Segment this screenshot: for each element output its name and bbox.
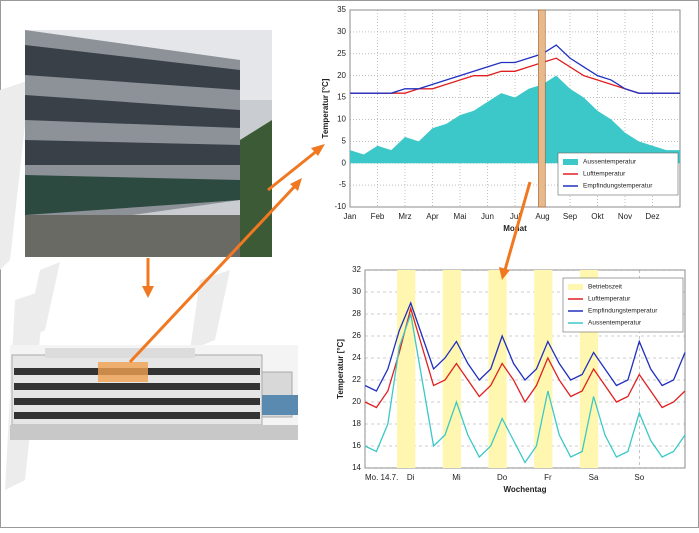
legend-label: Aussentemperatur: [583, 159, 637, 166]
legend-swatch: [563, 159, 578, 165]
y-tick-label: 0: [342, 158, 347, 167]
operating-band: [397, 270, 415, 468]
y-tick-label: 14: [352, 463, 361, 472]
x-tick-label: Mai: [454, 212, 467, 221]
x-tick-label: Aug: [535, 212, 549, 221]
y-axis-label: Temperatur [°C]: [336, 339, 345, 399]
legend: Betriebszeit Lufttemperatur Empfindungstem…: [563, 278, 683, 332]
y-tick-label: 18: [352, 419, 361, 428]
legend-label: Empfindungstemperatur: [583, 183, 653, 190]
y-tick-label: 32: [352, 265, 361, 274]
legend-swatch: [568, 284, 583, 290]
legend-label: Aussentemperatur: [588, 320, 642, 327]
y-tick-label: 5: [342, 136, 347, 145]
y-tick-label: 28: [352, 309, 361, 318]
x-tick-label: Mo. 14.7.: [365, 473, 398, 482]
y-tick-label: 24: [352, 353, 361, 362]
x-tick-label: Sep: [563, 212, 578, 221]
x-tick-label: Feb: [371, 212, 385, 221]
legend-label: Lufttemperatur: [583, 171, 626, 178]
building-photo: [25, 30, 272, 257]
x-tick-label: Fr: [544, 473, 552, 482]
y-tick-label: 30: [337, 27, 346, 36]
x-tick-label: Di: [407, 473, 415, 482]
x-tick-label: Mi: [452, 473, 461, 482]
legend-label: Lufttemperatur: [588, 296, 631, 303]
x-tick-label: Do: [497, 473, 508, 482]
x-tick-label: Dez: [645, 212, 659, 221]
legend: Aussentemperatur Lufttemperatur Empfindung…: [558, 153, 678, 195]
y-tick-label: -5: [339, 180, 347, 189]
x-tick-label: Okt: [591, 212, 604, 221]
y-tick-label: 25: [337, 49, 346, 58]
x-tick-label: So: [634, 473, 644, 482]
y-tick-label: 20: [352, 397, 361, 406]
x-tick-label: Mrz: [398, 212, 411, 221]
y-tick-label: 16: [352, 441, 361, 450]
y-tick-label: 30: [352, 287, 361, 296]
x-tick-label: Nov: [618, 212, 632, 221]
building-render: [10, 345, 298, 440]
y-tick-label: 20: [337, 71, 346, 80]
highlight: [538, 10, 545, 207]
y-axis-label: Temperatur [°C]: [321, 78, 330, 138]
y-tick-label: 10: [337, 115, 346, 124]
x-tick-label: Jun: [481, 212, 494, 221]
y-tick-label: 22: [352, 375, 361, 384]
x-tick-label: Sa: [589, 473, 599, 482]
legend-label: Empfindungstemperatur: [588, 308, 658, 315]
y-tick-label: 26: [352, 331, 361, 340]
x-axis-label: Wochentag: [504, 485, 547, 494]
y-tick-label: 15: [337, 93, 346, 102]
slide: -10-505101520253035JanFebMrzAprMaiJunJul…: [0, 0, 699, 528]
x-tick-label: Apr: [426, 212, 439, 221]
legend-label: Betriebszeit: [588, 284, 622, 291]
y-tick-label: -10: [334, 202, 346, 211]
y-tick-label: 35: [337, 5, 346, 14]
x-tick-label: Jan: [344, 212, 357, 221]
